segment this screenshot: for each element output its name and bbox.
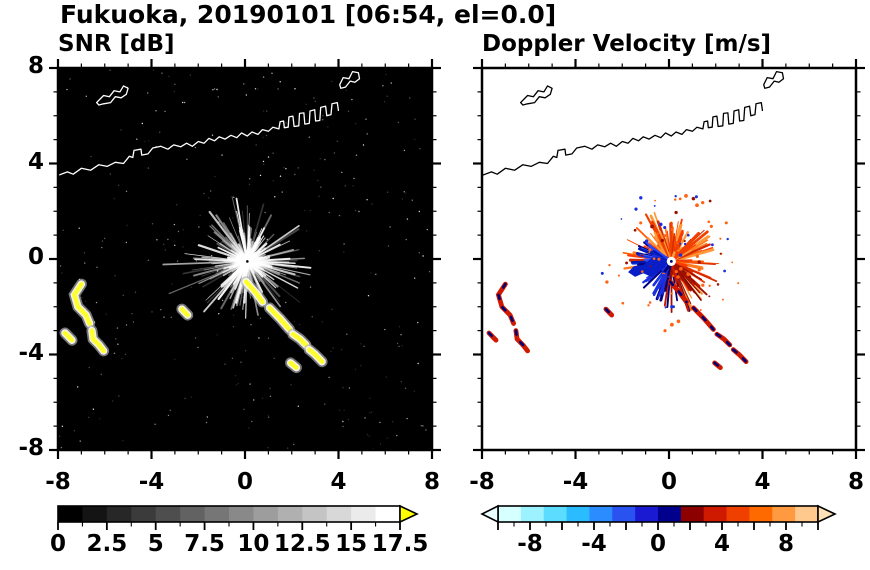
coastline (482, 70, 785, 177)
velocity-ppi-plot (473, 59, 865, 459)
snr-colorbar (57, 504, 419, 530)
snr-colorbar-labels: 0 2.5 5 7.5 10 12.5 15 17.5 (50, 531, 478, 560)
velocity-content (482, 68, 856, 450)
velocity-colorbar (480, 504, 837, 530)
overflow-arrow (817, 504, 837, 524)
colorbar-tick-label: 12.5 (273, 531, 331, 557)
y-tick-label: -8 (18, 435, 44, 461)
colorbar-tick-label: 7.5 (184, 531, 225, 557)
x-tick-label: -8 (469, 469, 495, 495)
noise-speckles (58, 68, 431, 450)
x-tick-label: -8 (45, 469, 71, 495)
snr-ppi-plot (49, 59, 441, 459)
coastline (58, 70, 361, 177)
colorbar-tick-label: 0 (49, 531, 67, 557)
colorbar-tick-label: -8 (517, 531, 543, 557)
colorbar-tick-label: 8 (777, 531, 795, 557)
radar-fan (162, 196, 312, 319)
clutter-features (59, 276, 328, 374)
velocity-colorbar-labels: -8 -4 0 4 8 (482, 531, 862, 560)
colorbar-tick-label: -4 (581, 531, 607, 557)
overflow-arrow (399, 504, 419, 524)
clutter-features (486, 279, 749, 370)
snr-panel-title: SNR [dB] (58, 31, 175, 57)
colorbar-tick-label: 17.5 (371, 531, 429, 557)
colorbar-tick-label: 0 (649, 531, 667, 557)
axis-frame-ticks (49, 59, 441, 459)
snr-content (58, 68, 432, 450)
x-tick-label: 0 (236, 469, 254, 495)
velocity-fan (600, 194, 740, 333)
y-tick-label: -4 (18, 339, 44, 366)
colorbar-tick-label: 2.5 (86, 531, 128, 557)
y-tick-label: 0 (27, 244, 44, 270)
snr-x-axis-tick-labels: -8 -4 0 4 8 (45, 469, 440, 498)
colorbar-tick-label: 4 (713, 531, 731, 557)
colorbar-segments (498, 506, 819, 522)
x-tick-label: 8 (423, 469, 441, 495)
colorbar-tick-label: 10 (237, 531, 270, 557)
colorbar-tick-label: 15 (335, 531, 368, 557)
inbound-velocity-blob (628, 256, 667, 277)
x-tick-label: 4 (754, 469, 771, 495)
velocity-panel-title: Doppler Velocity [m/s] (482, 31, 772, 57)
x-tick-label: 0 (660, 469, 678, 495)
x-tick-label: 4 (330, 469, 347, 495)
x-tick-label: -4 (562, 469, 589, 495)
x-tick-label: -4 (138, 469, 165, 495)
x-tick-label: 8 (847, 469, 865, 495)
velocity-x-axis-tick-labels: -8 -4 0 4 8 (469, 469, 864, 498)
colorbar-tick-label: 5 (147, 531, 164, 557)
axis-frame-ticks (473, 59, 865, 459)
y-tick-label: 4 (27, 148, 44, 175)
y-tick-label: 8 (27, 53, 44, 79)
colorbar-segments (58, 506, 401, 522)
underflow-arrow (480, 504, 499, 524)
y-axis-tick-labels: -8 -4 0 4 8 (0, 53, 48, 461)
figure-title: Fukuoka, 20190101 [06:54, el=0.0] (60, 0, 557, 29)
